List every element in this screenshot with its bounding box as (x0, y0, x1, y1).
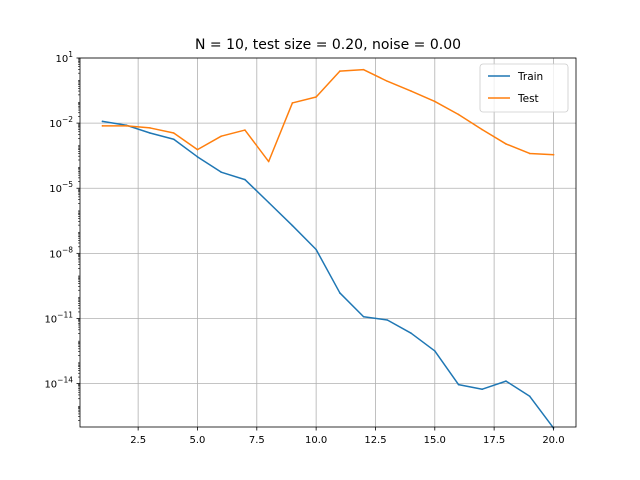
data-point-train (386, 319, 389, 321)
y-tick-label: 10−2 (49, 115, 73, 130)
data-point-test (244, 129, 246, 131)
y-tick-base: 10 (49, 119, 62, 130)
series-line-train (101, 120, 555, 430)
legend-label-train: Train (517, 71, 543, 83)
y-tick-exponent: −8 (62, 245, 73, 254)
y-tick-exponent: −14 (57, 376, 73, 385)
data-point-train (481, 388, 484, 391)
data-point-test (481, 128, 484, 131)
y-tick-base: 10 (44, 314, 57, 325)
data-point-test (315, 96, 317, 98)
legend-label-test: Test (517, 93, 539, 105)
y-tick-label: 101 (55, 50, 73, 65)
data-point-train (457, 383, 460, 386)
data-point-train (196, 156, 199, 158)
data-point-train (362, 315, 365, 318)
data-point-test (528, 152, 531, 155)
data-point-train (315, 248, 317, 251)
data-point-train (244, 178, 246, 181)
y-tick-base: 10 (49, 249, 62, 260)
data-point-test (172, 132, 175, 134)
data-point-train (291, 224, 294, 227)
data-point-test (149, 127, 151, 129)
data-point-test (386, 80, 389, 83)
data-point-train (528, 395, 531, 398)
data-point-train (433, 350, 436, 352)
data-point-test (505, 143, 507, 145)
y-tick-base: 10 (44, 380, 57, 391)
legend: Train Test (479, 63, 569, 113)
data-point-test (410, 90, 412, 92)
data-point-train (267, 201, 270, 204)
y-tick-label: 10−8 (49, 245, 73, 260)
x-tick-label: 7.5 (249, 435, 265, 446)
series-lines (101, 68, 555, 430)
y-tick-base: 10 (49, 184, 62, 195)
data-point-train (172, 138, 175, 141)
x-tick-label: 17.5 (483, 435, 505, 446)
y-tick-label: 10−11 (44, 310, 73, 325)
data-point-test (125, 125, 128, 127)
axis-ticks: 2.5 5.0 7.5 10.0 12.5 15.0 17.5 20.010−1410−111… (44, 50, 564, 446)
y-tick-exponent: 1 (68, 50, 73, 59)
data-point-test (267, 160, 270, 163)
data-point-test (339, 70, 341, 72)
x-tick-label: 20.0 (542, 435, 564, 446)
x-tick-label: 2.5 (130, 435, 146, 446)
y-tick-exponent: −11 (57, 310, 73, 319)
y-tick-base: 10 (55, 54, 68, 65)
data-point-train (505, 380, 507, 382)
x-tick-label: 12.5 (364, 435, 386, 446)
chart-title: N = 10, test size = 0.20, noise = 0.00 (195, 37, 461, 53)
series-line-test (101, 68, 555, 163)
y-tick-label: 10−14 (44, 376, 73, 391)
data-point-test (433, 100, 436, 103)
data-point-test (220, 135, 223, 137)
data-point-test (196, 148, 199, 151)
data-point-train (220, 171, 223, 173)
x-tick-label: 10.0 (305, 435, 327, 446)
data-point-test (291, 102, 294, 104)
x-tick-label: 15.0 (424, 435, 446, 446)
y-tick-exponent: −5 (62, 180, 73, 189)
data-point-train (410, 332, 412, 334)
y-tick-label: 10−5 (49, 180, 73, 195)
data-point-train (101, 120, 104, 123)
data-point-train (149, 132, 151, 134)
x-tick-label: 5.0 (190, 435, 206, 446)
data-point-test (362, 68, 365, 71)
data-point-train (339, 292, 341, 294)
data-point-test (101, 125, 104, 127)
plot-area-background (80, 58, 576, 427)
data-point-test (457, 113, 460, 116)
plot-frame (79, 57, 577, 428)
y-tick-exponent: −2 (62, 115, 73, 124)
data-point-test (552, 153, 555, 156)
